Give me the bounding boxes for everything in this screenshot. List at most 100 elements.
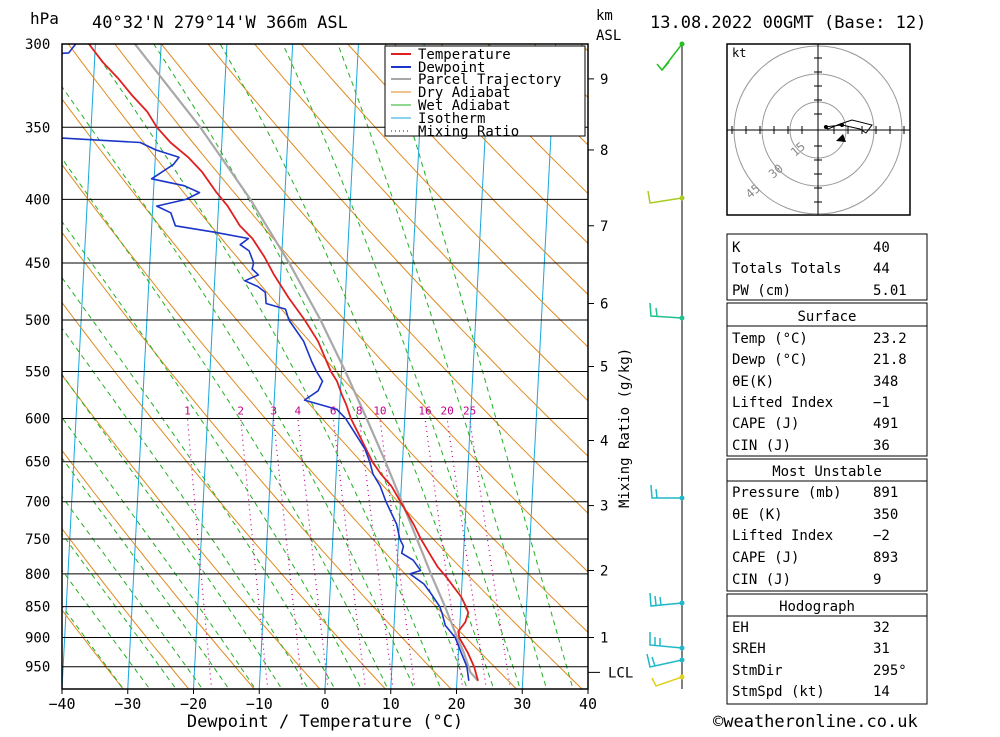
x-tick-label: 40 <box>579 695 597 713</box>
wind-barb-400 <box>647 190 685 204</box>
surface-cape-label: CAPE (J) <box>732 416 799 432</box>
hodograph-table-title: Hodograph <box>779 599 855 615</box>
mixing-ratio-line <box>297 418 329 689</box>
mixing-ratio-label: 10 <box>373 404 386 417</box>
wet-adiabat-line <box>62 605 125 689</box>
totals-totals-value: 44 <box>873 261 890 277</box>
km-label: 7 <box>600 219 608 235</box>
mixing-ratio-line <box>332 418 367 689</box>
isotherm-line <box>62 44 96 689</box>
mu-cape-value: 893 <box>873 550 898 566</box>
indices-table: K 40 Totals Totals 44 PW (cm) 5.01 <box>726 233 928 301</box>
pw-label: PW (cm) <box>732 283 791 299</box>
wet-adiabat-line <box>62 532 177 689</box>
legend-dewpoint: Dewpoint <box>418 60 485 76</box>
mixing-ratio-label: 8 <box>356 404 363 417</box>
isotherm-line <box>127 44 162 689</box>
dry-adiabat-line <box>300 44 588 348</box>
surface-theta-label: θE(K) <box>732 374 774 390</box>
legend-wet-adiabat: Wet Adiabat <box>418 98 511 114</box>
pressure-label: 400 <box>25 192 50 208</box>
surface-cape-value: 491 <box>873 416 898 432</box>
k-index-value: 40 <box>873 240 890 256</box>
x-tick-label: −10 <box>246 695 273 713</box>
sounding-series <box>62 44 479 682</box>
pressure-label: 350 <box>25 120 50 136</box>
dry-adiabat-line <box>62 609 124 689</box>
pressure-label: 900 <box>25 631 50 647</box>
dry-adiabat-line <box>254 44 588 402</box>
parcel-trajectory-line <box>134 44 479 682</box>
wet-adiabat-line <box>62 85 415 689</box>
background-lines <box>62 44 588 689</box>
dry-adiabat-line <box>347 44 588 296</box>
surface-temp-label: Temp (°C) <box>732 331 808 347</box>
surface-dewp-value: 21.8 <box>873 352 907 368</box>
surface-theta-value: 348 <box>873 374 898 390</box>
pressure-label: 550 <box>25 364 50 380</box>
sreh-value: 31 <box>873 641 890 657</box>
mu-cape-label: CAPE (J) <box>732 550 799 566</box>
x-tick-label: 0 <box>320 695 329 713</box>
mu-pressure-label: Pressure (mb) <box>732 485 842 501</box>
legend-temperature: Temperature <box>418 47 511 63</box>
wet-adiabat-line <box>62 416 257 689</box>
legend-parcel: Parcel Trajectory <box>418 72 561 88</box>
stmdir-value: 295° <box>873 663 907 679</box>
copyright: ©weatheronline.co.uk <box>713 712 918 732</box>
mixing-ratio-label: 3 <box>270 404 277 417</box>
pressure-label: 750 <box>25 532 50 548</box>
pressure-label: 850 <box>25 600 50 616</box>
eh-label: EH <box>732 620 749 636</box>
km-label: 8 <box>600 143 608 159</box>
stmspd-value: 14 <box>873 684 890 700</box>
wind-barbs <box>646 41 685 689</box>
k-index-label: K <box>732 240 741 256</box>
mixing-ratio-label: 20 <box>441 404 454 417</box>
stmspd-label: StmSpd (kt) <box>732 684 825 700</box>
km-label: 4 <box>600 434 608 450</box>
mu-pressure-value: 891 <box>873 485 898 501</box>
pressure-label: 300 <box>25 37 50 53</box>
hpa-unit-label: hPa <box>30 9 59 28</box>
mixing-ratio-label: 6 <box>330 404 337 417</box>
isotherm-line <box>324 44 359 689</box>
lcl-label: LCL <box>608 665 633 681</box>
x-tick-label: 10 <box>382 695 400 713</box>
legend-isotherm: Isotherm <box>418 111 485 127</box>
pressure-label: 650 <box>25 455 50 471</box>
surface-table: Surface Temp (°C) 23.2 Dewp (°C) 21.8 θE… <box>726 302 928 457</box>
legend: Temperature Dewpoint Parcel Trajectory D… <box>384 45 586 140</box>
km-unit-label: km <box>596 8 613 24</box>
pressure-label: 800 <box>25 567 50 583</box>
wind-barb-300 <box>656 41 685 72</box>
km-label: 2 <box>600 563 608 579</box>
most-unstable-title: Most Unstable <box>772 464 882 480</box>
x-tick-label: −30 <box>114 695 141 713</box>
x-axis-title: Dewpoint / Temperature (°C) <box>187 712 463 732</box>
hodograph-unit: kt <box>732 46 746 60</box>
x-tick-label: 30 <box>513 695 531 713</box>
axis-labels: 1 2 3 4 6 8 10 16 20 2530035040045050055060065070… <box>25 37 633 732</box>
pressure-label: 450 <box>25 256 50 272</box>
temperature-line <box>88 44 479 682</box>
mu-theta-label: θE (K) <box>732 507 783 523</box>
mu-theta-value: 350 <box>873 507 898 523</box>
mixing-ratio-line <box>379 418 416 689</box>
mu-li-label: Lifted Index <box>732 528 833 544</box>
pressure-label: 700 <box>25 495 50 511</box>
wet-adiabat-line <box>62 457 230 689</box>
hodograph-trace <box>823 119 873 134</box>
storm-motion-marker <box>836 134 846 142</box>
dry-adiabat-line <box>207 44 588 457</box>
hodograph-point <box>824 125 828 129</box>
hodograph: kt 15 30 45 <box>726 43 911 216</box>
surface-temp-value: 23.2 <box>873 331 907 347</box>
dewpoint-line <box>62 44 470 681</box>
hodograph-table: Hodograph EH 32 SREH 31 StmDir 295° StmS… <box>726 593 928 705</box>
wind-barb-925 <box>649 632 685 651</box>
surface-title: Surface <box>797 309 856 325</box>
sreh-label: SREH <box>732 641 766 657</box>
mixing-ratio-label: 1 <box>184 404 191 417</box>
